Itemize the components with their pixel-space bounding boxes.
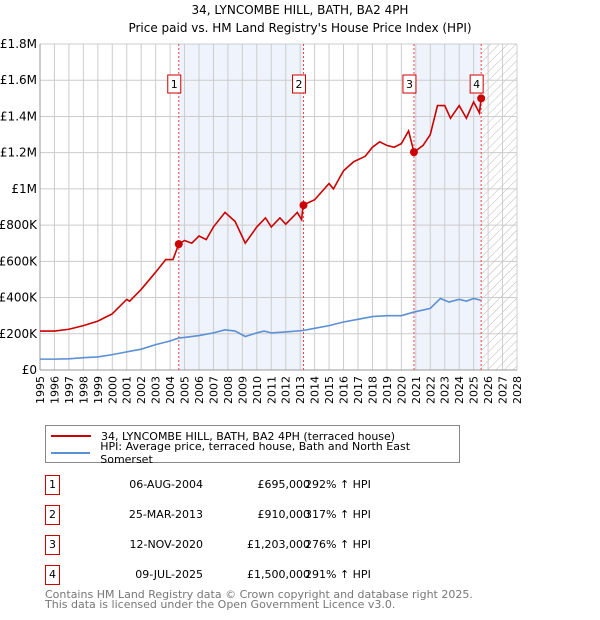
x-tick-label: 2020 [395,376,408,404]
sale-row: 2 25-MAR-2013 £910,000 317% ↑ HPI [45,505,465,525]
sale-date: 25-MAR-2013 [128,508,203,521]
chart-title: 34, LYNCOMBE HILL, BATH, BA2 4PH [192,3,409,17]
y-tick-label: £1.8M [0,37,37,51]
sale-label-box [402,74,417,94]
x-tick-label: 1997 [63,376,76,404]
x-tick-label: 2018 [366,376,379,404]
legend-item-hpi: HPI: Average price, terraced house, Bath… [51,440,459,466]
x-tick-label: 2028 [511,376,524,404]
sale-marker: 4 [45,565,60,585]
y-tick-label: £600K [0,254,38,268]
legend-label: HPI: Average price, terraced house, Bath… [100,440,411,466]
y-tick-label: £400K [0,291,38,305]
sale-label: 2 [296,78,303,91]
footer: Contains HM Land Registry data © Crown c… [45,588,473,611]
chart-subtitle: Price paid vs. HM Land Registry's House … [128,21,471,35]
y-tick-label: £1.4M [0,109,37,123]
sale-marker: 3 [45,535,60,555]
legend-item-property: 34, LYNCOMBE HILL, BATH, BA2 4PH (terrac… [51,428,395,444]
sale-marker: 1 [45,475,60,495]
shaded-period [413,44,482,370]
x-tick-label: 2024 [453,376,466,404]
x-tick-label: 2019 [381,376,394,404]
y-tick-label: £1.6M [0,73,37,87]
x-tick-label: 2001 [121,376,134,404]
sale-hpi: 292% ↑ HPI [305,478,371,491]
forecast-hatch [481,44,517,370]
sale-price: £910,000 [257,508,311,521]
x-tick-label: 2027 [497,376,510,404]
sale-row: 4 09-JUL-2025 £1,500,000 291% ↑ HPI [45,565,465,585]
x-tick-label: 1998 [77,376,90,404]
sale-price: £1,203,000 [247,538,310,551]
x-tick-label: 2021 [410,376,423,404]
y-tick-label: £1M [11,182,37,196]
footer-licence: This data is licensed under the Open Gov… [45,598,396,611]
sale-point [299,201,308,210]
hpi-line [40,297,482,360]
x-tick-label: 2008 [222,376,235,404]
y-tick-label: £1.2M [0,146,37,160]
sale-label: 3 [406,78,413,91]
sale-price: £1,500,000 [247,568,310,581]
price-chart: 34, LYNCOMBE HILL, BATH, BA2 4PH Price p… [0,3,524,404]
x-tick-label: 2013 [294,376,307,404]
x-tick-label: 2002 [135,376,148,404]
sale-date: 06-AUG-2004 [129,478,203,491]
sale-label: 1 [171,78,178,91]
sale-point [409,148,418,157]
sale-hpi: 291% ↑ HPI [305,568,371,581]
sale-label-box [469,74,484,94]
x-tick-label: 2023 [439,376,452,404]
x-tick-label: 2015 [323,376,336,404]
sale-label-box [167,74,182,94]
sale-point [174,240,183,249]
x-tick-label: 2005 [179,376,192,404]
property-price-line [40,98,482,332]
sale-price: £695,000 [257,478,311,491]
x-tick-label: 2025 [468,376,481,404]
sale-date: 12-NOV-2020 [129,538,203,551]
sale-label-box [292,74,307,94]
sale-label: 4 [473,78,480,91]
y-tick-label: £200K [0,327,38,341]
sale-marker: 2 [45,505,60,525]
shaded-period [178,44,304,370]
x-tick-label: 2009 [236,376,249,404]
sale-hpi: 317% ↑ HPI [305,508,371,521]
x-tick-label: 2026 [482,376,495,404]
x-tick-label: 2007 [207,376,220,404]
x-tick-label: 1995 [34,376,47,404]
y-tick-label: £0 [22,363,37,377]
x-tick-label: 2004 [164,376,177,404]
x-tick-label: 2006 [193,376,206,404]
legend: 34, LYNCOMBE HILL, BATH, BA2 4PH (terrac… [45,425,460,466]
x-tick-label: 1999 [92,376,105,404]
x-tick-label: 2003 [150,376,163,404]
sale-row: 3 12-NOV-2020 £1,203,000 276% ↑ HPI [45,535,465,555]
x-tick-label: 2011 [265,376,278,404]
x-tick-label: 2012 [280,376,293,404]
x-tick-label: 2022 [424,376,437,404]
x-tick-label: 1996 [48,376,61,404]
x-tick-label: 2016 [338,376,351,404]
x-tick-label: 2014 [309,376,322,404]
sale-point [477,94,486,103]
x-tick-label: 2017 [352,376,365,404]
footer-copyright: Contains HM Land Registry data © Crown c… [45,588,473,601]
x-tick-label: 2010 [251,376,264,404]
legend-label: 34, LYNCOMBE HILL, BATH, BA2 4PH (terrac… [101,429,396,443]
x-tick-label: 2000 [106,376,119,404]
y-tick-label: £800K [0,218,38,232]
legend-swatch [51,452,91,454]
legend-swatch [51,435,91,437]
sale-date: 09-JUL-2025 [135,568,203,581]
sale-hpi: 276% ↑ HPI [305,538,371,551]
sale-row: 1 06-AUG-2004 £695,000 292% ↑ HPI [45,475,465,495]
